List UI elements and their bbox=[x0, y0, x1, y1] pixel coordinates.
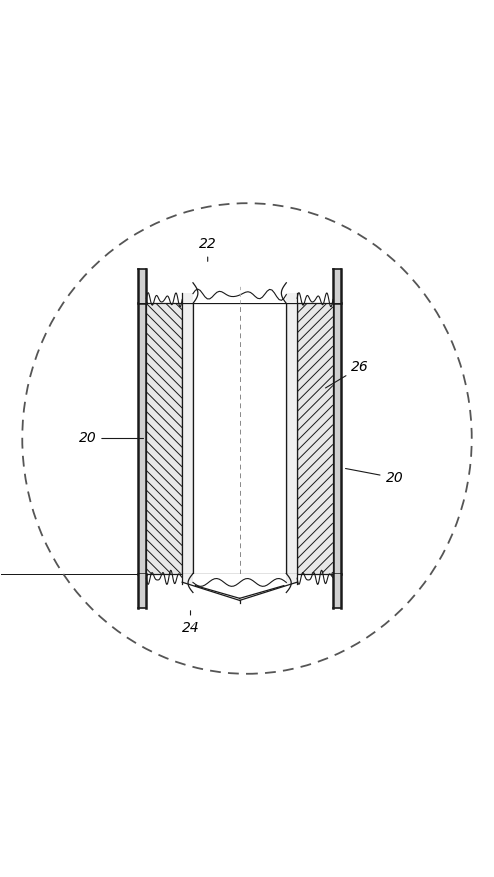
Bar bbox=[333, 269, 341, 303]
Bar bbox=[333, 303, 341, 574]
Text: 24: 24 bbox=[182, 610, 200, 635]
Bar bbox=[297, 303, 333, 574]
Bar bbox=[333, 574, 341, 608]
Bar bbox=[193, 303, 287, 574]
Text: 26: 26 bbox=[326, 360, 369, 388]
Bar bbox=[182, 574, 193, 584]
Bar bbox=[193, 284, 287, 303]
Ellipse shape bbox=[26, 204, 468, 673]
Bar bbox=[138, 303, 146, 574]
Bar bbox=[287, 293, 297, 303]
Bar bbox=[287, 574, 297, 584]
Bar bbox=[287, 303, 297, 574]
Bar bbox=[146, 303, 182, 574]
Bar bbox=[138, 269, 146, 303]
Text: 20: 20 bbox=[345, 468, 403, 485]
Text: 20: 20 bbox=[79, 431, 144, 446]
Bar bbox=[182, 293, 193, 303]
Bar bbox=[182, 303, 193, 574]
Text: 22: 22 bbox=[199, 238, 216, 261]
Bar bbox=[138, 574, 146, 608]
Bar bbox=[193, 574, 287, 593]
